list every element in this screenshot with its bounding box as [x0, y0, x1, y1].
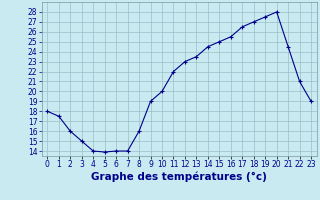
X-axis label: Graphe des températures (°c): Graphe des températures (°c) — [91, 172, 267, 182]
